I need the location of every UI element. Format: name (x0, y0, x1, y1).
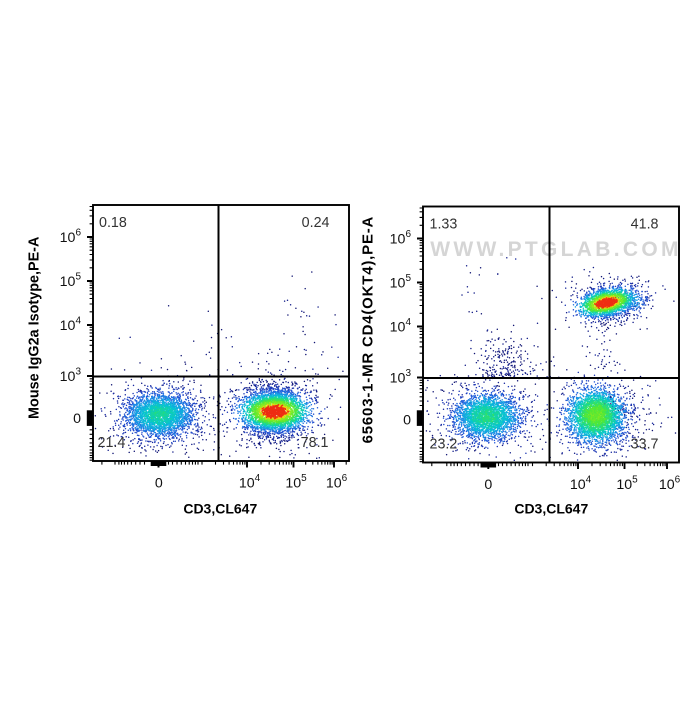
svg-text:0: 0 (403, 413, 411, 429)
svg-text:33.7: 33.7 (631, 437, 659, 453)
svg-text:78.1: 78.1 (301, 435, 329, 451)
svg-text:1.33: 1.33 (430, 217, 458, 233)
svg-text:0: 0 (155, 475, 163, 491)
svg-text:CD3,CL647: CD3,CL647 (514, 500, 588, 516)
svg-text:WWW.PTGLAB.COM: WWW.PTGLAB.COM (430, 238, 682, 261)
svg-text:0.24: 0.24 (302, 215, 330, 231)
svg-text:21.4: 21.4 (98, 435, 126, 451)
svg-text:41.8: 41.8 (631, 217, 659, 233)
svg-text:0: 0 (73, 411, 81, 427)
svg-text:Mouse IgG2a Isotype,PE-A: Mouse IgG2a Isotype,PE-A (26, 236, 42, 419)
svg-text:23.2: 23.2 (430, 437, 458, 453)
svg-text:65603-1-MR CD4(OKT4),PE-A: 65603-1-MR CD4(OKT4),PE-A (359, 216, 376, 444)
svg-text:0.18: 0.18 (99, 215, 127, 231)
svg-text:0: 0 (484, 477, 492, 493)
svg-text:CD3,CL647: CD3,CL647 (183, 500, 257, 516)
